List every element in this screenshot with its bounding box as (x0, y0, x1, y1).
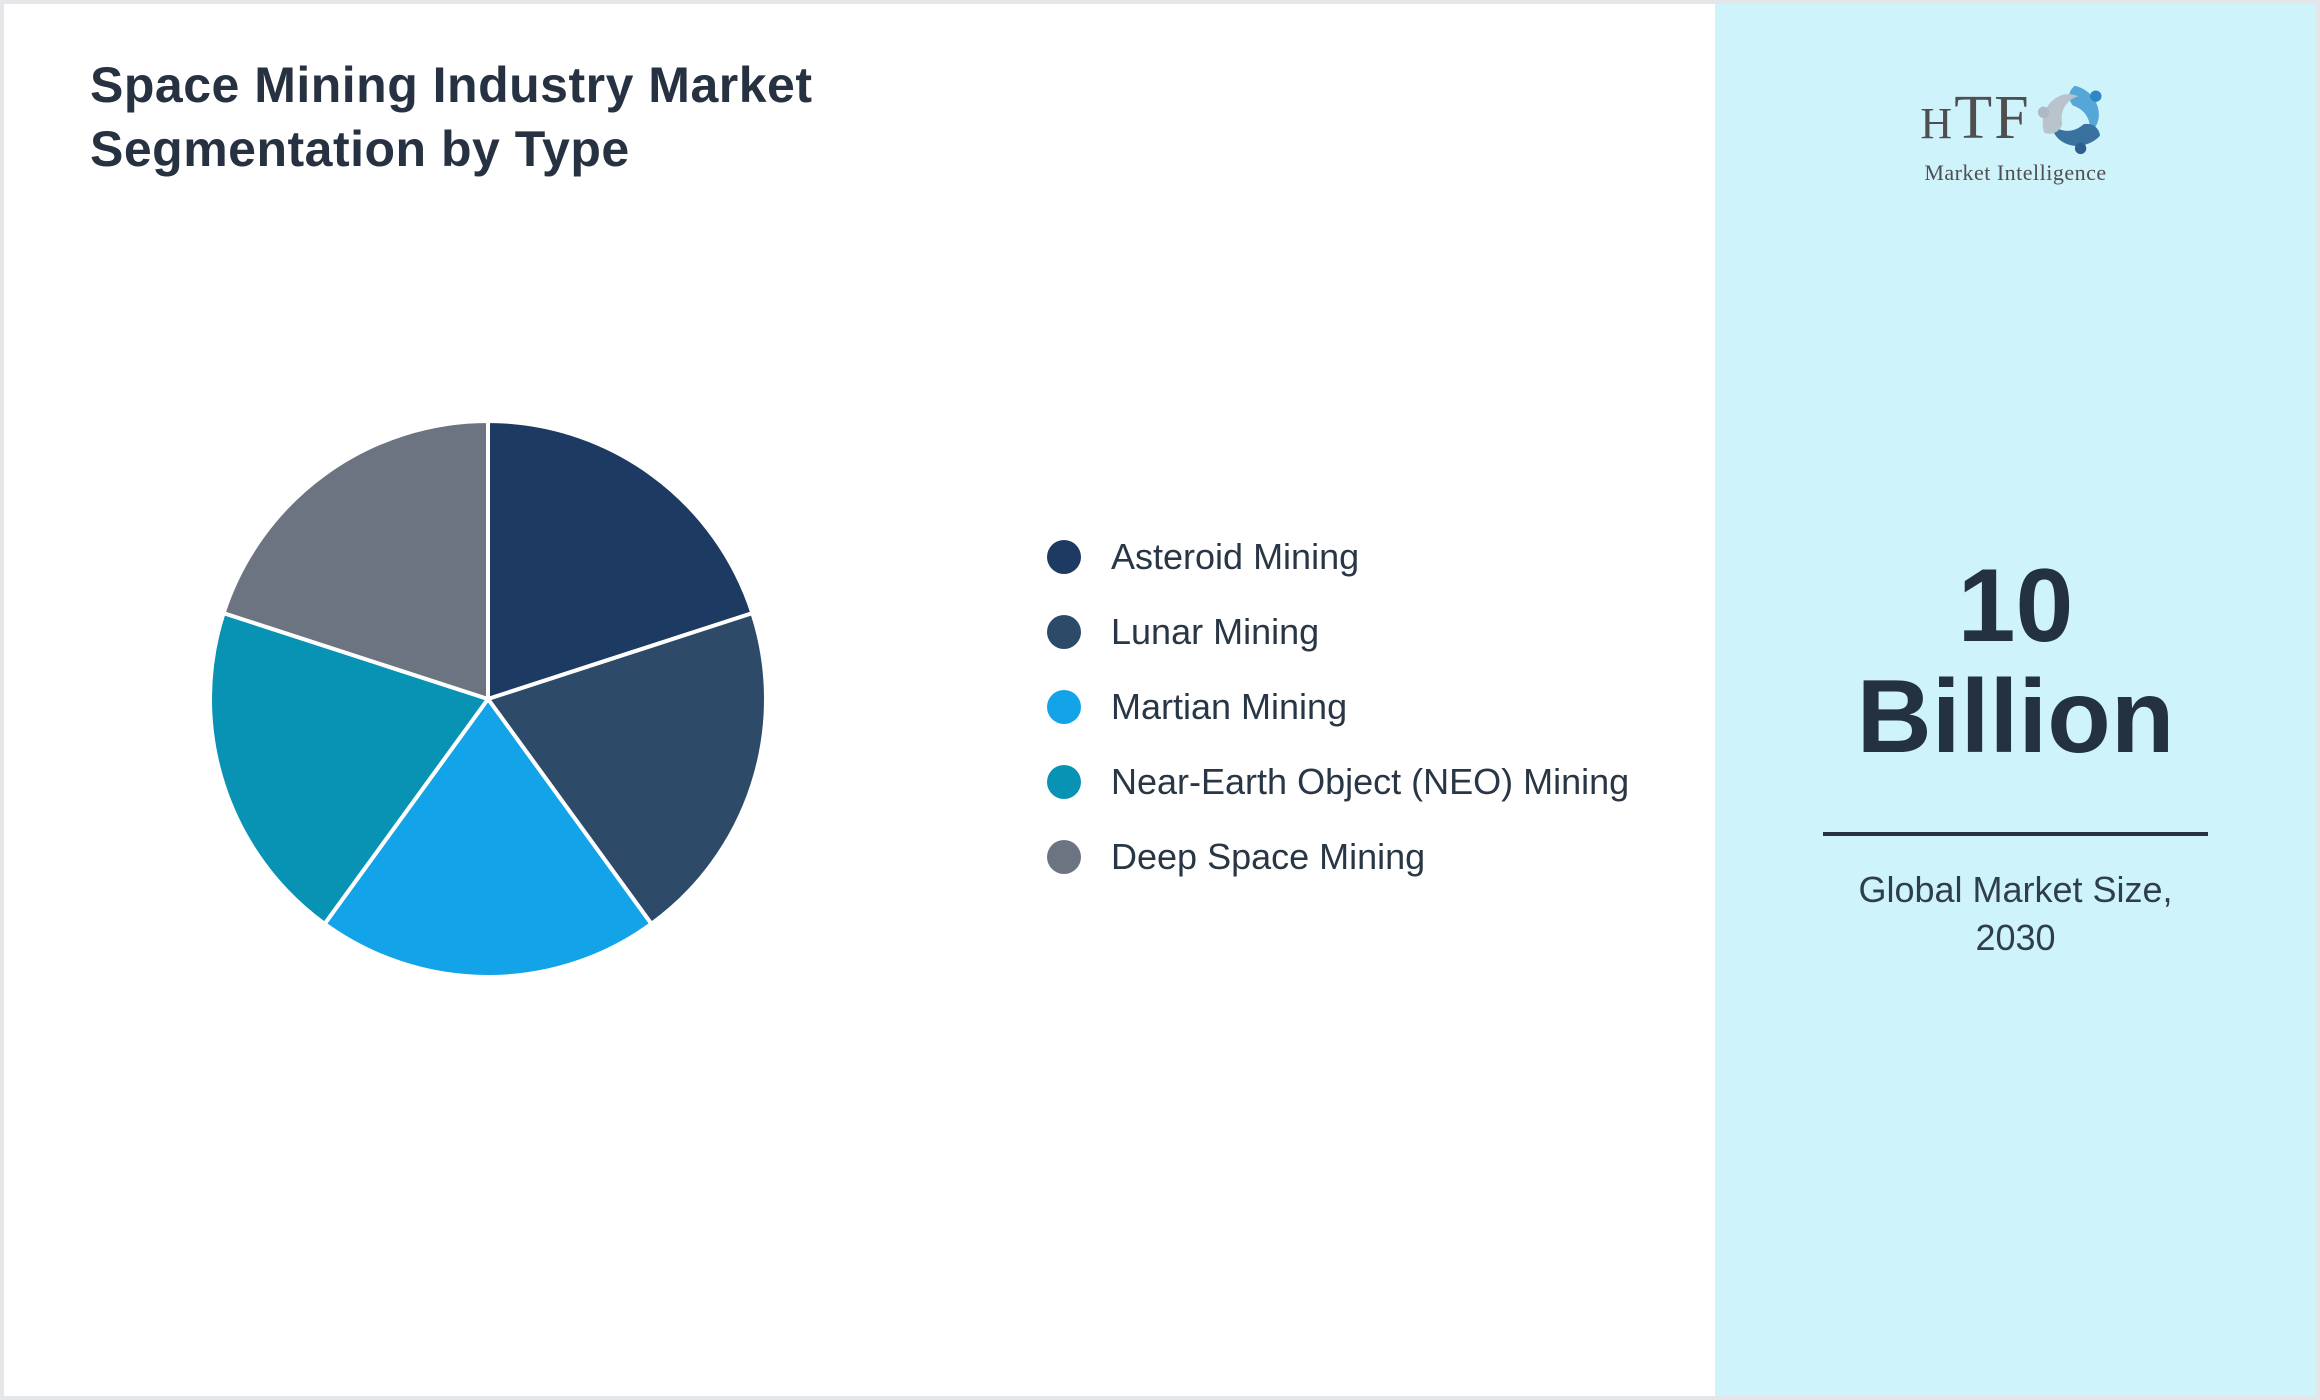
legend: Asteroid Mining Lunar Mining Martian Min… (1047, 536, 1629, 915)
pie-slice-2 (322, 697, 654, 979)
legend-label: Lunar Mining (1111, 611, 1320, 652)
market-size-value: 10 Billion (1856, 548, 2175, 775)
metric-divider-line (1823, 832, 2208, 836)
legend-swatch-circle (1047, 840, 1081, 874)
legend-label: Near-Earth Object (NEO) Mining (1111, 761, 1630, 802)
legend-label: Asteroid Mining (1111, 536, 1360, 577)
pie-slice-1 (486, 611, 768, 926)
sidebar: HTF Market Intelligence 10 Billion Globa… (1715, 4, 2316, 1396)
logo-wordmark-h: H (1920, 99, 1955, 148)
legend-swatch-circle (1047, 615, 1081, 649)
legend-item: Lunar Mining (1047, 611, 1629, 652)
logo-wordmark-rest: TF (1954, 84, 2031, 152)
legend-item: Deep Space Mining (1047, 836, 1629, 877)
legend-item: Martian Mining (1047, 686, 1629, 727)
pie-slice-0 (486, 419, 755, 701)
logo-subtext: Market Intelligence (1924, 160, 2107, 185)
chart-title: Space Mining Industry Market Segmentatio… (90, 57, 813, 177)
logo-row: HTF (1920, 80, 2110, 156)
pie-chart (208, 419, 768, 979)
dolphin-swirl-icon (2037, 85, 2102, 155)
market-size-caption: Global Market Size, 2030 (1858, 869, 2173, 958)
legend-label: Deep Space Mining (1111, 836, 1426, 877)
legend-swatch-circle (1047, 765, 1081, 799)
legend-swatch-circle (1047, 690, 1081, 724)
htf-logo: HTF Market Intelligence (1715, 80, 2316, 186)
logo-wordmark: HTF (1920, 87, 2030, 149)
legend-swatch-circle (1047, 540, 1081, 574)
pie-slice-3 (208, 611, 490, 926)
pie-slice-4 (221, 419, 490, 701)
legend-label: Martian Mining (1111, 686, 1348, 727)
legend-item: Near-Earth Object (NEO) Mining (1047, 761, 1629, 802)
legend-item: Asteroid Mining (1047, 536, 1629, 577)
